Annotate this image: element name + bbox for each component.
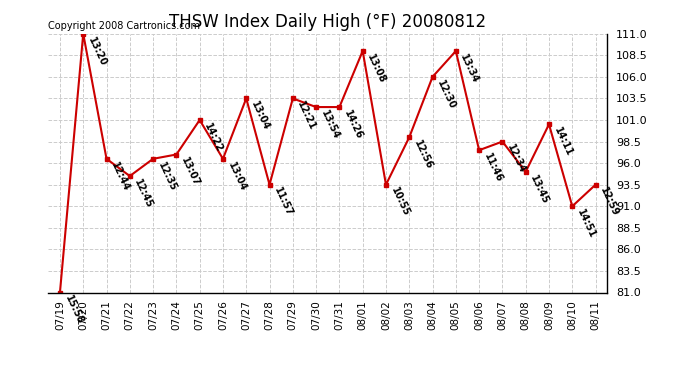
Text: 13:04: 13:04	[226, 160, 248, 192]
Text: 15:58: 15:58	[63, 294, 85, 326]
Text: 11:46: 11:46	[482, 152, 504, 184]
Text: 12:44: 12:44	[109, 160, 132, 192]
Title: THSW Index Daily High (°F) 20080812: THSW Index Daily High (°F) 20080812	[169, 13, 486, 31]
Text: 12:34: 12:34	[505, 143, 527, 175]
Text: 12:45: 12:45	[132, 177, 155, 210]
Text: 11:57: 11:57	[273, 186, 295, 218]
Text: Copyright 2008 Cartronics.com: Copyright 2008 Cartronics.com	[48, 21, 200, 31]
Text: 12:59: 12:59	[598, 186, 620, 218]
Text: 13:54: 13:54	[319, 108, 341, 141]
Text: 14:11: 14:11	[552, 126, 574, 158]
Text: 13:07: 13:07	[179, 156, 201, 188]
Text: 10:55: 10:55	[388, 186, 411, 218]
Text: 12:35: 12:35	[156, 160, 178, 192]
Text: 12:56: 12:56	[412, 139, 434, 171]
Text: 14:51: 14:51	[575, 208, 598, 240]
Text: 13:04: 13:04	[249, 100, 271, 132]
Text: 14:26: 14:26	[342, 108, 364, 141]
Text: 13:34: 13:34	[459, 53, 481, 85]
Text: 14:22: 14:22	[202, 122, 225, 154]
Text: 12:30: 12:30	[435, 78, 457, 111]
Text: 13:20: 13:20	[86, 35, 108, 68]
Text: 13:45: 13:45	[529, 173, 551, 206]
Text: 13:08: 13:08	[366, 53, 388, 85]
Text: 12:21: 12:21	[295, 100, 318, 132]
